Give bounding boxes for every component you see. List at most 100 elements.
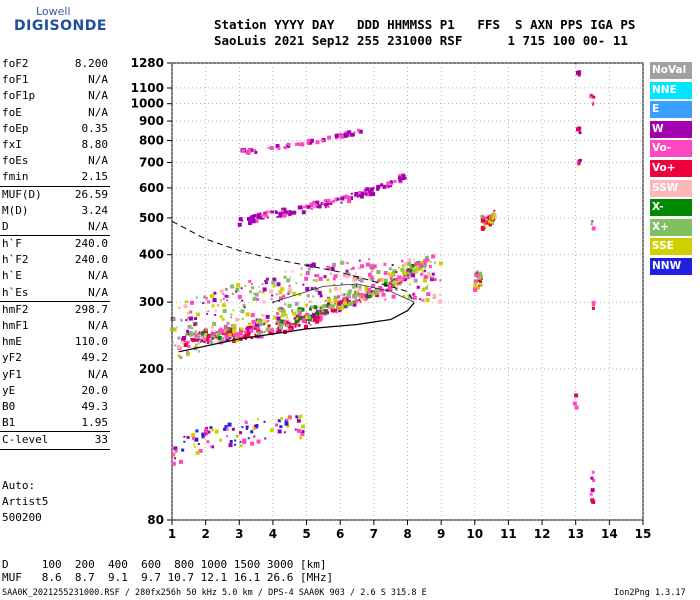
x-tick-label: 15 [635,527,652,541]
echo-point [309,314,313,318]
echo-point [389,281,393,285]
echo-point [285,210,289,214]
echo-point [259,215,262,218]
echo-point [256,297,260,301]
echo-point [301,210,306,215]
echo-point [319,306,322,309]
echo-point [387,272,390,275]
electron-density-profile [178,302,415,353]
echo-point [305,204,308,207]
echo-point [258,285,261,288]
echo-point [348,289,352,293]
parameter-name: hmF1 [2,319,29,332]
x-tick-label: 4 [269,527,277,541]
echo-point [174,449,178,453]
echo-point [346,293,351,298]
echo-point [277,318,282,323]
echo-point [295,282,298,285]
echo-point [245,312,250,317]
echo-point [368,266,371,269]
echo-point [264,281,268,285]
echo-point [342,296,347,301]
echo-point [306,294,310,298]
parameter-row: M(D) 3.24 [0,203,112,219]
echo-point [369,193,373,197]
echo-point [390,264,393,267]
echo-point [187,316,191,320]
echo-point [316,274,320,278]
echo-point [395,277,399,281]
echo-point [346,133,350,137]
echo-point [212,332,216,336]
echo-point [325,304,328,307]
echo-point [423,274,428,279]
echo-point [305,312,310,317]
echo-point [259,216,263,220]
echo-point [256,326,260,330]
topside-profile [171,220,415,303]
echo-point [210,341,214,345]
echo-point [210,329,213,332]
echo-point [375,293,380,298]
echo-point [240,327,244,331]
echo-point [344,274,349,279]
echo-point [334,133,339,138]
echo-point [491,214,494,217]
echo-point [279,425,283,429]
parameter-value: 0.35 [81,121,109,135]
echo-point [221,340,225,344]
echo-point [271,280,276,285]
echo-point [401,276,405,280]
echo-point [358,294,362,298]
echo-point [487,220,491,224]
echo-point [475,279,478,282]
echo-point [368,294,372,298]
echo-point [241,426,244,429]
echo-point [381,292,386,297]
echo-point [478,271,483,276]
echo-point [216,332,221,337]
x-tick-label: 14 [601,527,618,541]
echo-point [191,338,196,343]
parameter-row: B1 1.95 [0,415,112,431]
echo-point [303,206,306,209]
echo-point [179,356,183,360]
echo-point [314,274,317,277]
echo-point [205,426,209,430]
echo-point [219,299,222,302]
y-tick-label: 1280 [131,56,164,70]
echo-point [349,268,352,271]
echo-point [247,322,251,326]
echo-point [288,211,293,216]
echo-point [183,304,188,309]
echo-point [282,211,286,215]
echo-point [385,288,389,292]
echo-point [408,275,411,278]
echo-point [473,279,478,284]
echo-point [324,299,327,302]
echo-point [263,213,267,217]
echo-point [310,287,314,291]
echo-point [421,298,424,301]
echo-point [358,266,362,270]
echo-point [275,330,279,334]
echo-point [332,199,336,203]
version-label: Ion2Png 1.3.17 [614,588,686,598]
echo-point [211,304,215,308]
echo-point [306,139,311,144]
echo-point [278,290,283,295]
echo-point [361,293,366,298]
echo-point [246,330,251,335]
echo-point [430,277,435,282]
echo-point [183,440,186,443]
echo-point [284,303,287,306]
echo-point [269,428,274,433]
x-tick-label: 6 [336,527,344,541]
echo-point [228,443,233,448]
echo-point [281,209,284,212]
echo-point [289,325,294,330]
echo-point [351,266,355,270]
echo-point [185,350,189,354]
echo-point [590,488,595,493]
echo-point [479,271,482,274]
